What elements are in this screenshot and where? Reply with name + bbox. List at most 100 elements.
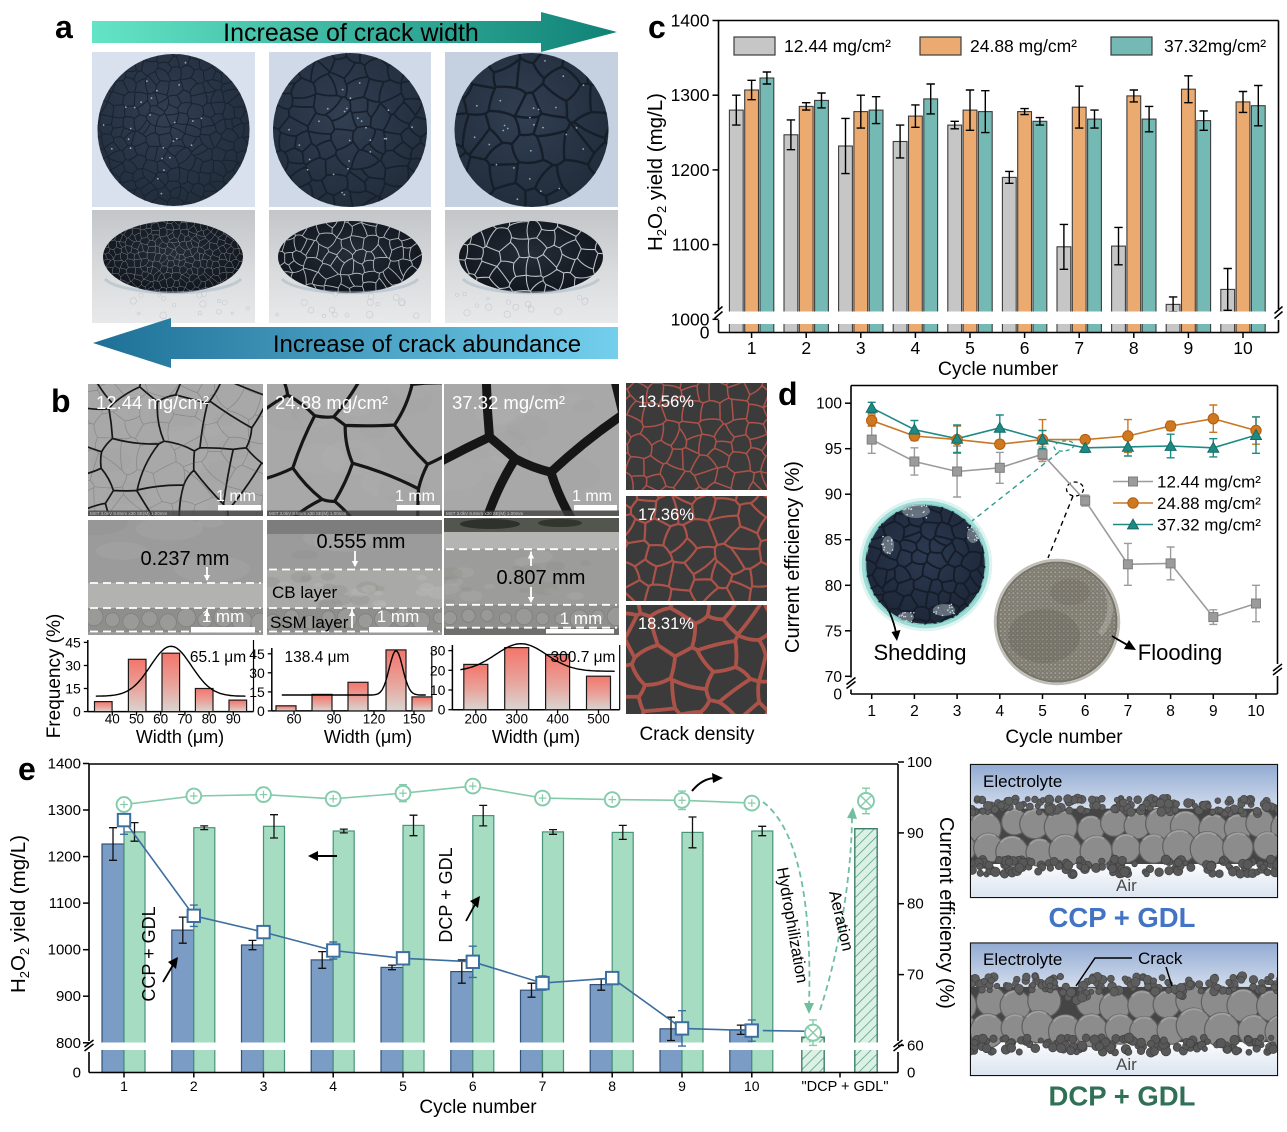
svg-text:DCP + GDL: DCP + GDL	[1049, 1081, 1196, 1112]
svg-text:Air: Air	[1116, 1055, 1137, 1074]
svg-text:MST 3.0kV 8.8mm x30 SE(M): MST 3.0kV 8.8mm x30 SE(M) 1.00mm	[269, 511, 346, 516]
svg-text:65.1 μm: 65.1 μm	[190, 649, 246, 666]
svg-text:80: 80	[907, 896, 924, 913]
svg-text:10: 10	[744, 1078, 760, 1094]
svg-text:5: 5	[1038, 703, 1047, 720]
svg-text:20: 20	[430, 662, 446, 678]
svg-text:800: 800	[56, 1035, 81, 1052]
svg-text:80: 80	[825, 578, 843, 595]
svg-text:45: 45	[249, 646, 265, 662]
svg-text:3: 3	[856, 338, 866, 358]
svg-text:e: e	[18, 751, 36, 787]
svg-text:Electrolyte: Electrolyte	[983, 772, 1062, 791]
svg-text:1 mm: 1 mm	[216, 488, 256, 505]
svg-text:Width (μm): Width (μm)	[136, 727, 224, 747]
svg-text:Cycle number: Cycle number	[419, 1097, 537, 1118]
svg-text:18.31%: 18.31%	[638, 615, 694, 633]
svg-text:4: 4	[911, 338, 921, 358]
svg-text:12.44 mg/cm²: 12.44 mg/cm²	[784, 36, 891, 56]
svg-text:c: c	[648, 9, 666, 45]
svg-text:138.4 μm: 138.4 μm	[285, 649, 350, 666]
svg-text:9: 9	[678, 1078, 686, 1094]
svg-text:17.36%: 17.36%	[638, 506, 694, 524]
svg-text:5: 5	[965, 338, 975, 358]
svg-text:Flooding: Flooding	[1138, 640, 1222, 665]
svg-text:0: 0	[438, 702, 446, 718]
svg-text:4: 4	[995, 703, 1004, 720]
svg-text:60: 60	[286, 712, 301, 727]
svg-text:3: 3	[953, 703, 962, 720]
svg-text:4: 4	[329, 1078, 337, 1094]
svg-text:1200: 1200	[671, 160, 710, 180]
svg-text:Shedding: Shedding	[874, 640, 967, 665]
svg-text:Width (μm): Width (μm)	[324, 727, 412, 747]
svg-text:10: 10	[1233, 338, 1253, 358]
svg-text:500: 500	[587, 712, 610, 727]
svg-text:60: 60	[153, 712, 168, 727]
svg-text:1 mm: 1 mm	[202, 607, 245, 626]
svg-text:120: 120	[363, 712, 386, 727]
svg-text:85: 85	[825, 532, 842, 549]
svg-text:2: 2	[190, 1078, 198, 1094]
svg-text:70: 70	[177, 712, 192, 727]
svg-text:37.32mg/cm²: 37.32mg/cm²	[1164, 36, 1266, 56]
svg-text:0: 0	[257, 703, 265, 719]
svg-text:1 mm: 1 mm	[572, 488, 612, 505]
svg-text:100: 100	[816, 396, 842, 413]
svg-text:95: 95	[825, 441, 842, 458]
svg-text:24.88 mg/cm²: 24.88 mg/cm²	[970, 36, 1077, 56]
svg-text:37.32 mg/cm²: 37.32 mg/cm²	[452, 392, 565, 413]
svg-text:Cycle number: Cycle number	[1005, 727, 1123, 748]
svg-text:90: 90	[326, 712, 341, 727]
svg-text:CCP + GDL: CCP + GDL	[1049, 902, 1196, 933]
svg-text:a: a	[55, 9, 73, 45]
svg-text:1400: 1400	[48, 756, 81, 773]
svg-text:30: 30	[249, 665, 265, 681]
svg-text:1 mm: 1 mm	[560, 609, 603, 628]
svg-text:200: 200	[465, 712, 488, 727]
svg-text:3: 3	[260, 1078, 268, 1094]
svg-text:300.7 μm: 300.7 μm	[551, 649, 616, 666]
svg-text:Current efficiency (%): Current efficiency (%)	[935, 817, 957, 1009]
svg-text:37.32 mg/cm²: 37.32 mg/cm²	[1157, 516, 1261, 535]
svg-text:1000: 1000	[48, 942, 81, 959]
svg-text:6: 6	[1081, 703, 1090, 720]
svg-text:0: 0	[73, 704, 81, 720]
svg-text:150: 150	[403, 712, 426, 727]
svg-text:40: 40	[105, 712, 120, 727]
svg-text:d: d	[778, 376, 798, 412]
svg-text:Increase of crack width: Increase of crack width	[223, 19, 479, 47]
svg-text:1300: 1300	[671, 85, 710, 105]
svg-text:1200: 1200	[48, 849, 81, 866]
svg-text:b: b	[51, 383, 71, 419]
svg-text:100: 100	[907, 754, 932, 771]
svg-text:MST 3.0kV 8.8mm x30 SE(M): MST 3.0kV 8.8mm x30 SE(M) 1.00mm	[90, 511, 167, 516]
svg-text:24.88 mg/cm²: 24.88 mg/cm²	[1157, 494, 1261, 513]
svg-text:"DCP + GDL": "DCP + GDL"	[802, 1079, 889, 1095]
svg-text:7: 7	[1124, 703, 1133, 720]
svg-text:0.807 mm: 0.807 mm	[497, 567, 586, 589]
svg-text:8: 8	[1166, 703, 1175, 720]
svg-text:60: 60	[907, 1037, 924, 1054]
svg-text:1 mm: 1 mm	[377, 607, 420, 626]
svg-text:50: 50	[129, 712, 144, 727]
svg-text:90: 90	[825, 487, 843, 504]
svg-text:H2O2 yield (mg/L): H2O2 yield (mg/L)	[644, 93, 669, 251]
svg-text:0: 0	[833, 687, 842, 704]
svg-text:1: 1	[120, 1078, 128, 1094]
svg-text:CCP + GDL: CCP + GDL	[139, 906, 159, 1001]
svg-text:MST 3.0kV 8.8mm x30 SE(M): MST 3.0kV 8.8mm x30 SE(M) 1.00mm	[446, 511, 523, 516]
svg-text:12.44 mg/cm²: 12.44 mg/cm²	[96, 392, 209, 413]
svg-text:0: 0	[73, 1065, 81, 1082]
svg-text:1300: 1300	[48, 802, 81, 819]
svg-text:70: 70	[907, 967, 924, 984]
svg-text:30: 30	[65, 658, 81, 674]
svg-text:Frequency (%): Frequency (%)	[44, 614, 65, 739]
svg-text:8: 8	[1129, 338, 1139, 358]
svg-text:10: 10	[1247, 703, 1265, 720]
svg-text:Current efficiency (%): Current efficiency (%)	[782, 461, 804, 653]
svg-text:Air: Air	[1116, 876, 1137, 895]
svg-text:DCP + GDL: DCP + GDL	[436, 847, 456, 942]
svg-text:SSM layer: SSM layer	[270, 613, 349, 632]
svg-text:Crack density: Crack density	[639, 724, 755, 745]
